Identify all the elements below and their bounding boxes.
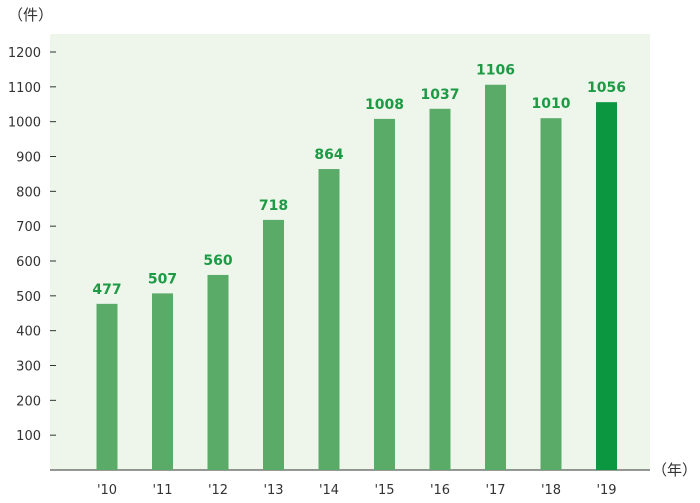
data-label-4: 864	[314, 147, 343, 163]
data-labels: 477 507 560 718 864 1008 1037 1106 1010 1056	[92, 63, 626, 298]
y-tick-label: 800	[16, 185, 41, 200]
x-tick-label-9: '19	[596, 483, 616, 498]
bar-3	[263, 219, 284, 470]
y-tick-label: 200	[16, 394, 41, 409]
y-unit-label: （件）	[8, 6, 53, 24]
y-tick-label: 1100	[8, 81, 41, 96]
x-unit-label: （年）	[652, 461, 697, 479]
x-tick-label-5: '15	[374, 483, 394, 498]
data-label-9: 1056	[587, 80, 626, 96]
bars	[96, 84, 617, 471]
x-tick-label-3: '13	[263, 483, 283, 498]
y-tick-label: 400	[16, 325, 41, 340]
data-label-7: 1106	[476, 63, 515, 79]
y-tick-label: 500	[16, 290, 41, 305]
data-label-2: 560	[203, 253, 232, 269]
x-tick-label-4: '14	[319, 483, 339, 498]
data-label-5: 1008	[365, 97, 404, 113]
y-tick-label: 100	[16, 429, 41, 444]
y-tick-label: 700	[16, 220, 41, 235]
data-label-0: 477	[92, 282, 121, 298]
data-label-8: 1010	[532, 96, 571, 112]
data-label-6: 1037	[421, 87, 460, 103]
y-tick-label: 1000	[8, 116, 41, 131]
bar-7	[485, 84, 506, 470]
x-tick-label-0: '10	[97, 483, 117, 498]
bar-1	[152, 293, 173, 470]
bar-0	[96, 303, 118, 470]
y-tick-label: 300	[16, 360, 41, 375]
data-label-3: 718	[259, 198, 288, 214]
x-tick-label-8: '18	[541, 483, 561, 498]
x-tick-label-6: '16	[430, 483, 450, 498]
bar-4	[318, 169, 340, 471]
x-axis: '10 '11 '12 '13 '14 '15 '16 '17 '18 '19	[97, 483, 617, 498]
bar-8	[540, 118, 562, 470]
x-tick-label-1: '11	[152, 483, 172, 498]
bar-5	[374, 118, 395, 470]
x-tick-label-2: '12	[208, 483, 228, 498]
bar-2	[207, 274, 229, 470]
x-tick-label-7: '17	[485, 483, 505, 498]
bar-6	[429, 108, 451, 471]
y-tick-label: 600	[16, 255, 41, 270]
data-label-1: 507	[148, 271, 177, 287]
y-tick-label: 1200	[8, 46, 41, 61]
bar-9	[596, 102, 617, 470]
y-axis: 100 200 300 400 500 600 700 800 900 1000 1100 1200	[8, 46, 56, 444]
y-tick-label: 900	[16, 151, 41, 166]
